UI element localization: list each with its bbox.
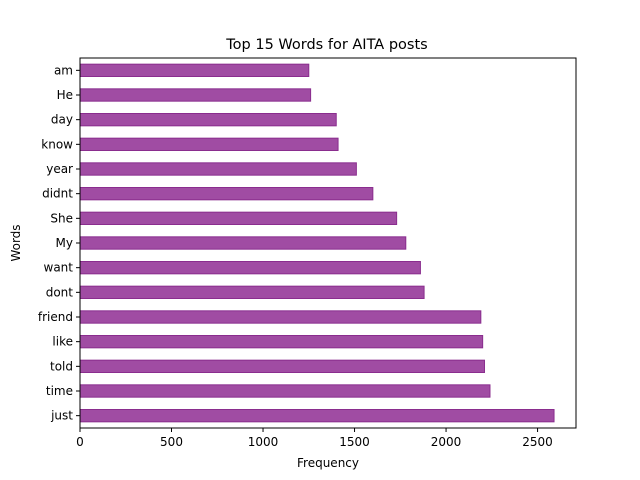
bar-told [79,359,485,373]
y-tick-label: told [50,359,73,373]
y-axis-label: Words [9,224,23,261]
plot-frame [79,57,577,429]
bar-didnt [79,187,374,201]
bar-day [79,113,337,127]
y-tick-label: time [46,384,73,398]
bar-just [79,409,555,423]
x-tick-label: 2000 [431,435,462,449]
x-axis-ticks: 0 500 1000 1500 2000 2500 [76,428,553,449]
bar-like [79,335,484,349]
y-tick-label: dont [46,285,74,299]
y-tick-label: want [44,261,74,275]
x-tick-label: 1500 [339,435,370,449]
y-tick-label: friend [38,310,73,324]
y-axis-ticks: just time told like friend dont want My She didnt… [38,63,80,423]
y-tick-label: like [52,335,73,349]
chart-title: Top 15 Words for AITA posts [225,37,427,53]
y-tick-label: didnt [42,187,73,201]
bar-he [79,88,312,102]
bar-year [79,162,357,176]
bar-dont [79,285,425,299]
bar-my [79,236,407,250]
y-tick-label: know [41,137,73,151]
bar-am [79,63,310,77]
bar-time [79,384,491,398]
x-tick-label: 500 [160,435,183,449]
y-tick-label: day [51,113,73,127]
y-tick-label: He [57,88,73,102]
x-axis-label: Frequency [297,456,359,470]
bar-she [79,211,398,226]
x-tick-label: 0 [76,435,84,449]
y-tick-label: just [50,409,73,423]
y-tick-label: She [50,211,73,225]
y-tick-label: My [56,236,73,250]
bars-group [79,63,555,423]
y-tick-label: am [54,63,73,77]
bar-want [79,261,421,275]
y-tick-label: year [46,162,73,176]
bar-friend [79,310,482,324]
x-tick-label: 1000 [248,435,279,449]
bar-know [79,137,339,152]
x-tick-label: 2500 [522,435,553,449]
